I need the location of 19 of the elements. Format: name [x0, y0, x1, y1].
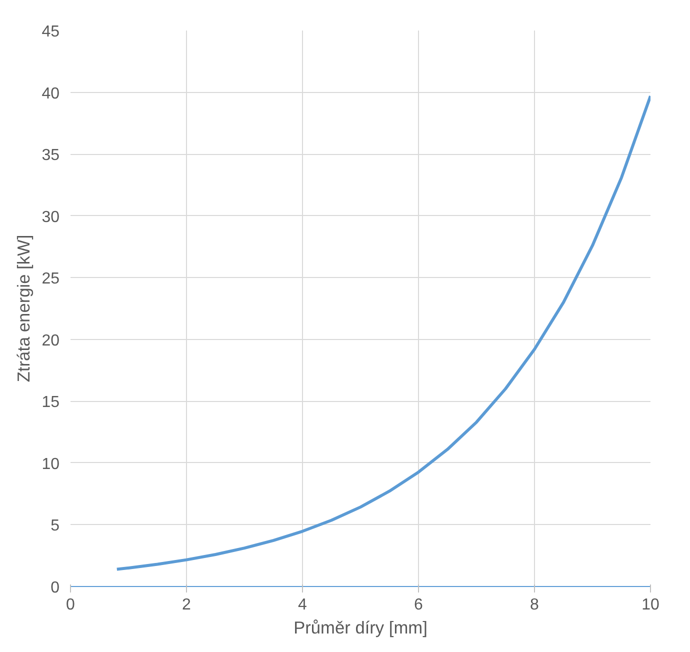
x-tick-label: 0: [66, 596, 76, 614]
y-tick-label: 15: [42, 394, 60, 412]
y-tick-label: 0: [50, 580, 60, 596]
x-tick-label: 2: [182, 596, 192, 614]
line-series: [115, 94, 650, 571]
x-tick-label: 8: [530, 596, 540, 614]
y-tick-label: 40: [42, 85, 60, 102]
x-tick-label: 10: [642, 596, 660, 614]
y-tick-label: 30: [42, 208, 60, 226]
y-axis-title: Ztráta energie [kW]: [14, 234, 34, 382]
x-tick-label: 4: [298, 596, 308, 614]
y-tick-label: 5: [50, 518, 60, 535]
x-axis-title: Průměr díry [mm]: [294, 618, 428, 638]
y-tick-label: 20: [42, 332, 60, 350]
y-tick-label: 10: [42, 456, 60, 473]
y-tick-label: 45: [42, 24, 60, 40]
x-tick-label: 6: [414, 596, 424, 614]
y-tick-label: 35: [42, 147, 60, 164]
y-tick-label: 25: [42, 270, 60, 288]
